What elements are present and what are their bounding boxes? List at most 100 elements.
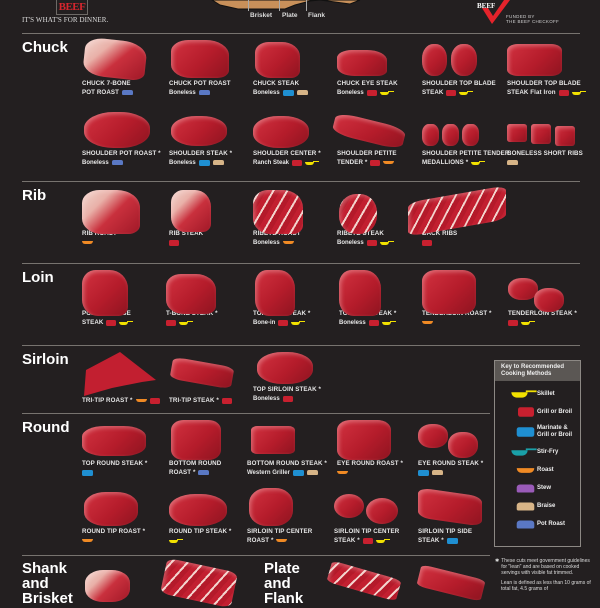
cut-sirloin-tip-center-steak[interactable]: SIRLOIN TIP CENTER STEAK * bbox=[334, 488, 416, 545]
grill-icon bbox=[508, 319, 518, 326]
cut-porterhouse-steak[interactable]: PORTERHOUSE STEAK bbox=[82, 270, 164, 327]
roast-icon bbox=[422, 321, 433, 324]
cut-rib-roast[interactable]: RIB ROAST bbox=[82, 190, 164, 247]
meat-image bbox=[253, 110, 335, 150]
cut-shoulder-petite-tender-medallions[interactable]: SHOULDER PETITE TENDER MEDALLIONS * bbox=[422, 110, 509, 167]
marinate-icon bbox=[282, 89, 294, 96]
cut-shoulder-center-ranch-steak[interactable]: SHOULDER CENTER * Ranch Steak bbox=[253, 110, 335, 167]
key-item-braise: Braise bbox=[495, 497, 580, 515]
cut-ribeye-steak[interactable]: RIBEYE STEAK Boneless bbox=[337, 190, 419, 247]
braise-icon bbox=[516, 502, 535, 510]
section-title-chuck: Chuck bbox=[22, 39, 68, 56]
cut-bottom-round-roast[interactable]: BOTTOM ROUND ROAST * bbox=[169, 420, 251, 477]
cut-shoulder-petite-tender[interactable]: SHOULDER PETITE TENDER * bbox=[331, 110, 419, 167]
cut-top-round-steak[interactable]: TOP ROUND STEAK * bbox=[82, 420, 164, 477]
meat-image bbox=[253, 350, 335, 386]
meat-image bbox=[247, 488, 329, 528]
cut-round-tip-steak[interactable]: ROUND TIP STEAK * bbox=[169, 488, 251, 545]
cut-tenderloin-steak[interactable]: TENDERLOIN STEAK * bbox=[508, 270, 590, 327]
cut-top-loin-steak-boneless[interactable]: TOP LOIN STEAK * Boneless bbox=[339, 270, 421, 327]
cut-eye-round-roast[interactable]: EYE ROUND ROAST * bbox=[337, 420, 419, 477]
section-title-plate-flank: Plate and Flank bbox=[264, 560, 304, 607]
cut-shoulder-top-blade-flat-iron[interactable]: SHOULDER TOP BLADE STEAK Flat Iron bbox=[507, 40, 589, 97]
cut-tenderloin-roast[interactable]: TENDERLOIN ROAST * bbox=[422, 270, 504, 327]
cut-shoulder-steak[interactable]: SHOULDER STEAK * Boneless bbox=[169, 110, 251, 167]
meat-image bbox=[82, 190, 164, 234]
cut-ribeye-roast[interactable]: RIBEYE ROAST Boneless bbox=[253, 190, 335, 247]
cut-round-tip-roast[interactable]: ROUND TIP ROAST * bbox=[82, 488, 164, 545]
cut-sirloin-tip-side-steak[interactable]: SIRLOIN TIP SIDE STEAK * bbox=[418, 487, 500, 545]
skillet-icon bbox=[471, 160, 486, 165]
braise-icon bbox=[212, 160, 224, 165]
diagram-pointer-lines bbox=[248, 0, 249, 11]
grill-icon bbox=[362, 537, 373, 544]
marinate-icon bbox=[198, 159, 210, 166]
cut-tri-tip-roast[interactable]: TRI-TIP ROAST * bbox=[82, 350, 164, 405]
cut-back-ribs[interactable]: BACK RIBS bbox=[408, 185, 532, 247]
skillet-icon bbox=[379, 90, 394, 95]
skillet-icon bbox=[459, 90, 474, 95]
cut-t-bone-steak[interactable]: T-BONE STEAK * bbox=[166, 270, 248, 327]
tri-tip-shape-icon bbox=[84, 352, 156, 396]
skillet-icon bbox=[571, 90, 586, 95]
cut-rib-steak[interactable]: RIB STEAK bbox=[169, 190, 251, 247]
divider bbox=[22, 181, 580, 182]
meat-image bbox=[169, 420, 251, 460]
skirt-steak-image bbox=[326, 560, 402, 602]
brisket-image bbox=[160, 557, 238, 608]
roast-icon bbox=[337, 471, 348, 474]
marinate-icon bbox=[446, 537, 458, 544]
shank-cross-cut-image bbox=[85, 570, 130, 602]
key-item-grill: Grill or Broil bbox=[495, 403, 580, 421]
cow-diagram-icon bbox=[211, 0, 361, 10]
grill-icon bbox=[166, 319, 176, 326]
pot-roast-icon bbox=[198, 90, 210, 95]
grill-icon bbox=[282, 395, 293, 402]
cut-shoulder-top-blade-steak[interactable]: SHOULDER TOP BLADE STEAK bbox=[422, 40, 504, 97]
cut-top-sirloin-steak[interactable]: TOP SIRLOIN STEAK * Boneless bbox=[253, 350, 335, 403]
cut-chuck-steak[interactable]: CHUCK STEAK Boneless bbox=[253, 40, 335, 97]
cut-chuck-eye-steak[interactable]: CHUCK EYE STEAK Boneless bbox=[337, 40, 419, 97]
cut-eye-round-steak[interactable]: EYE ROUND STEAK * bbox=[418, 420, 500, 477]
grill-icon bbox=[366, 89, 377, 96]
pot-roast-icon bbox=[122, 90, 133, 95]
grill-icon bbox=[278, 319, 289, 326]
roast-icon bbox=[82, 241, 93, 244]
grill-icon bbox=[446, 89, 457, 96]
braise-icon bbox=[306, 470, 318, 475]
pot-roast-icon bbox=[111, 160, 123, 165]
grill-icon bbox=[292, 159, 303, 166]
skillet-icon bbox=[381, 320, 396, 325]
cut-tri-tip-steak[interactable]: TRI-TIP STEAK * bbox=[169, 350, 251, 405]
cut-sirloin-tip-center-roast[interactable]: SIRLOIN TIP CENTER ROAST * bbox=[247, 488, 329, 545]
section-title-rib: Rib bbox=[22, 187, 47, 204]
grill-icon bbox=[558, 89, 569, 96]
cut-top-loin-steak-bone-in[interactable]: TOP LOIN STEAK * Bone-in bbox=[253, 270, 335, 327]
cooking-methods-key: Key to Recommended Cooking Methods Skill… bbox=[494, 360, 581, 547]
meat-image bbox=[169, 350, 251, 396]
roast-icon bbox=[82, 539, 93, 542]
skillet-icon bbox=[375, 538, 390, 543]
meat-image bbox=[82, 110, 164, 150]
pot-roast-icon bbox=[198, 470, 210, 475]
cut-chuck-7-bone-pot-roast[interactable]: CHUCK 7-BONE POT ROAST bbox=[82, 36, 164, 97]
cut-shoulder-pot-roast[interactable]: SHOULDER POT ROAST * Boneless bbox=[82, 110, 164, 167]
key-item-skillet: Skillet bbox=[495, 385, 580, 403]
skillet-icon bbox=[119, 320, 134, 325]
meat-image bbox=[166, 270, 248, 314]
meat-image bbox=[337, 420, 419, 460]
meat-image bbox=[334, 488, 416, 528]
cut-bottom-round-steak[interactable]: BOTTOM ROUND STEAK * Western Griller bbox=[247, 420, 329, 477]
meat-image bbox=[418, 420, 500, 460]
meat-image bbox=[247, 420, 329, 460]
key-item-roast: Roast bbox=[495, 461, 580, 479]
meat-image bbox=[169, 190, 251, 232]
lean-footnote: ✱ These cuts meet government guidelines f… bbox=[495, 558, 591, 592]
grill-icon bbox=[106, 319, 117, 326]
grill-icon bbox=[368, 319, 379, 326]
skillet-icon bbox=[169, 538, 183, 543]
meat-image bbox=[408, 185, 532, 237]
cut-chuck-pot-roast[interactable]: CHUCK POT ROAST Boneless bbox=[169, 40, 251, 97]
cut-boneless-short-ribs[interactable]: BONELESS SHORT RIBS bbox=[507, 110, 589, 167]
meat-image bbox=[507, 110, 589, 150]
